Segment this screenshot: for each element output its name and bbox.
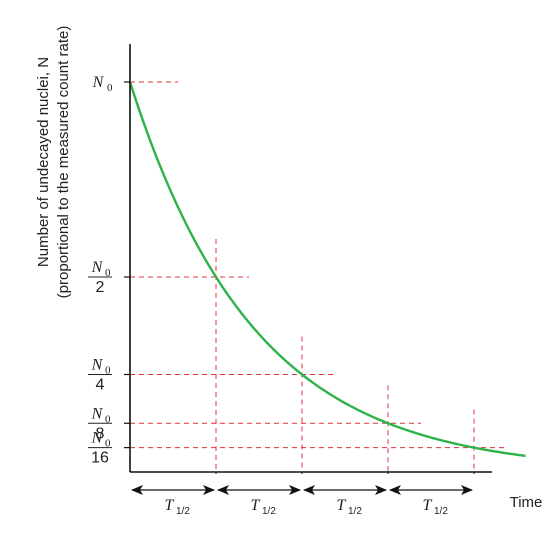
y-tick-label-2: N 04 bbox=[88, 357, 130, 394]
half-life-arrowhead-right bbox=[461, 485, 473, 495]
half-life-label-sub: 1/2 bbox=[348, 506, 362, 517]
half-life-label-sub: 1/2 bbox=[434, 506, 448, 517]
y-tick-numerator-sub: 0 bbox=[105, 438, 111, 450]
y-tick-label-4: N 016 bbox=[88, 430, 130, 467]
y-tick-label-3: N 08 bbox=[88, 405, 130, 442]
y-tick-labels: N 0N 02N 04N 08N 016 bbox=[88, 74, 130, 467]
half-life-marker-1: T 1/2 bbox=[131, 472, 217, 517]
half-life-marker-3: T 1/2 bbox=[303, 472, 389, 517]
half-life-guides bbox=[130, 81, 507, 472]
y-tick-numerator-sub: 0 bbox=[105, 267, 111, 279]
half-life-label: T bbox=[423, 497, 433, 514]
half-life-arrowhead-left bbox=[217, 485, 229, 495]
y-axis-label-line2: (proportional to the measured count rate… bbox=[55, 26, 72, 299]
half-life-arrowhead-left bbox=[303, 485, 315, 495]
half-life-arrowhead-right bbox=[203, 485, 215, 495]
y-tick-numerator: N bbox=[91, 405, 104, 422]
y-tick-denominator: 16 bbox=[91, 450, 109, 467]
half-life-label: T bbox=[165, 497, 175, 514]
y-tick-numerator-sub: 0 bbox=[105, 413, 111, 425]
half-life-label: T bbox=[251, 497, 261, 514]
y-tick-numerator-sub: 0 bbox=[105, 365, 111, 377]
y-tick-denominator: 2 bbox=[96, 279, 105, 296]
half-life-markers: T 1/2 T 1/2 T 1/2 T 1/2 bbox=[131, 472, 475, 517]
y-tick-denominator: 8 bbox=[96, 425, 105, 442]
decay-curve-layer bbox=[128, 81, 526, 458]
x-axis-label: Time bbox=[510, 494, 543, 511]
axes bbox=[129, 44, 492, 473]
y-tick-numerator-sub: 0 bbox=[107, 82, 113, 94]
half-life-marker-2: T 1/2 bbox=[217, 472, 303, 517]
half-life-arrowhead-left bbox=[131, 485, 143, 495]
half-life-arrowhead-left bbox=[389, 485, 401, 495]
y-tick-numerator: N bbox=[92, 74, 105, 91]
half-life-label-sub: 1/2 bbox=[262, 506, 276, 517]
y-tick-numerator: N bbox=[91, 357, 104, 374]
y-tick-label-1: N 02 bbox=[88, 259, 130, 296]
half-life-arrowhead-right bbox=[375, 485, 387, 495]
half-life-label: T bbox=[337, 497, 347, 514]
half-life-arrowhead-right bbox=[289, 485, 301, 495]
y-axis-label-line1: Number of undecayed nuclei, N bbox=[35, 57, 52, 267]
y-tick-numerator: N bbox=[91, 259, 104, 276]
half-life-marker-4: T 1/2 bbox=[389, 472, 475, 517]
decay-curve bbox=[128, 81, 526, 458]
y-tick-denominator: 4 bbox=[96, 377, 105, 394]
y-tick-numerator: N bbox=[91, 430, 104, 447]
half-life-label-sub: 1/2 bbox=[176, 506, 190, 517]
